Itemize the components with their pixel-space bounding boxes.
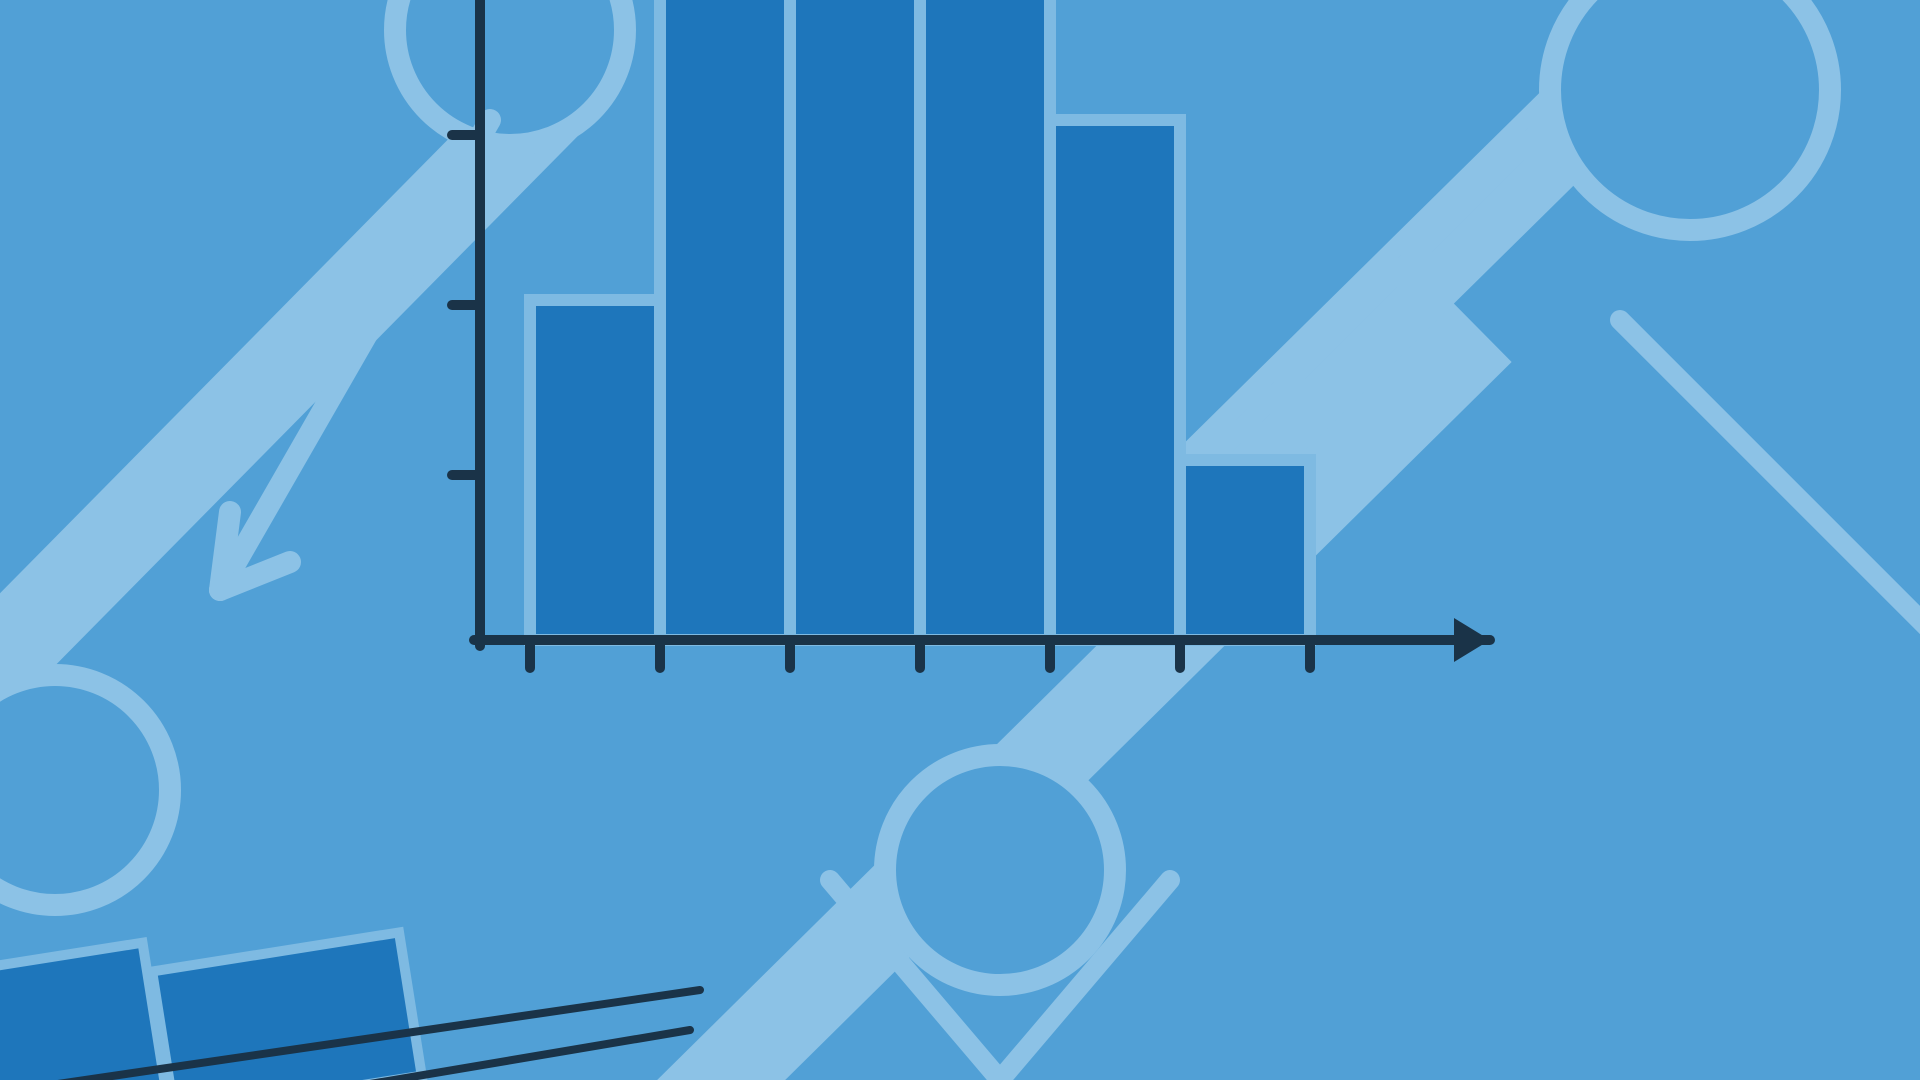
decor-circle-1 (0, 675, 170, 905)
decor-circle-3 (1550, 0, 1830, 230)
decor-circle-2 (885, 755, 1115, 985)
main-bar-0 (530, 300, 660, 640)
secondary-bar-0 (0, 943, 170, 1080)
illustration-canvas (0, 0, 1920, 1080)
decor-circle-0 (395, 0, 625, 145)
illustration-svg (0, 0, 1920, 1080)
main-bar-5 (1180, 460, 1310, 640)
main-bar-3 (920, 0, 1050, 640)
main-bar-1 (660, 0, 790, 640)
main-bar-2 (790, 0, 920, 640)
main-bar-4 (1050, 120, 1180, 640)
